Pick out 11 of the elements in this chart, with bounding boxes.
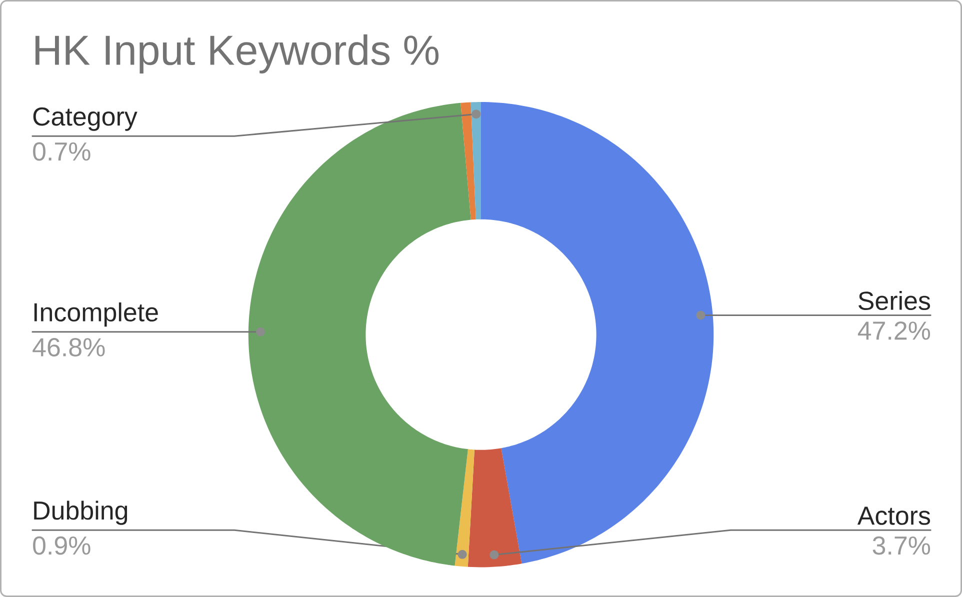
slice-label: Dubbing (34, 500, 128, 525)
data-label: 3.7% (872, 536, 930, 555)
slice-label: Actors (857, 506, 930, 525)
data-label: 47.2% (858, 321, 930, 340)
slice-label: Incomplete (34, 302, 158, 327)
data-label: 0.9% (33, 536, 90, 555)
slice-label: Series (858, 290, 930, 310)
data-label: 46.8% (32, 338, 105, 356)
data-label: 0.7% (33, 142, 90, 161)
slice-label: Category (33, 107, 138, 131)
chart-title: HK Input Keywords % (35, 34, 439, 74)
